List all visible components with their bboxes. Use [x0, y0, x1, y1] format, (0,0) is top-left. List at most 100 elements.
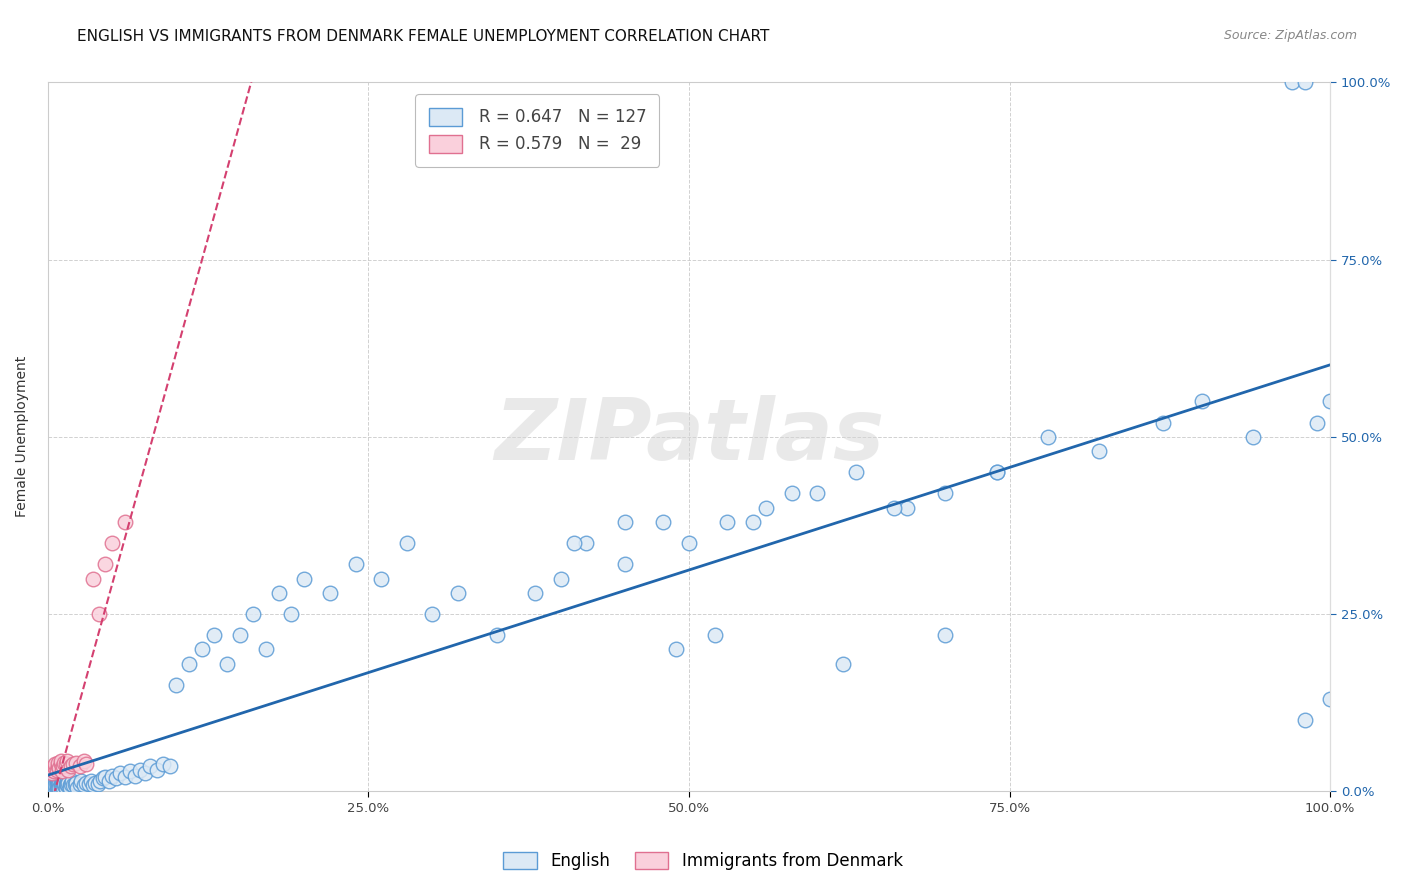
Point — [44, 773, 66, 788]
Point — [94, 770, 117, 784]
Point — [44, 779, 66, 793]
Point — [613, 515, 636, 529]
Point — [447, 585, 470, 599]
Point — [39, 780, 62, 795]
Point — [742, 515, 765, 529]
Point — [114, 770, 136, 784]
Point — [42, 775, 65, 789]
Point — [77, 777, 100, 791]
Point — [44, 762, 66, 776]
Point — [44, 780, 66, 795]
Point — [49, 779, 72, 793]
Point — [159, 759, 181, 773]
Point — [84, 775, 107, 789]
Point — [58, 775, 80, 789]
Point — [1191, 394, 1213, 409]
Point — [139, 759, 162, 773]
Text: Source: ZipAtlas.com: Source: ZipAtlas.com — [1223, 29, 1357, 42]
Point — [52, 759, 75, 773]
Point — [98, 773, 121, 788]
Point — [370, 572, 392, 586]
Point — [986, 465, 1008, 479]
Text: ENGLISH VS IMMIGRANTS FROM DENMARK FEMALE UNEMPLOYMENT CORRELATION CHART: ENGLISH VS IMMIGRANTS FROM DENMARK FEMAL… — [77, 29, 769, 44]
Point — [66, 780, 89, 795]
Point — [55, 777, 77, 791]
Point — [56, 779, 79, 793]
Point — [575, 536, 598, 550]
Point — [703, 628, 725, 642]
Legend: English, Immigrants from Denmark: English, Immigrants from Denmark — [496, 845, 910, 877]
Point — [65, 756, 87, 770]
Point — [41, 780, 63, 795]
Point — [1036, 430, 1059, 444]
Point — [48, 779, 70, 793]
Point — [44, 779, 66, 793]
Point — [51, 764, 73, 779]
Point — [52, 773, 75, 788]
Point — [845, 465, 868, 479]
Point — [46, 759, 69, 773]
Point — [1319, 692, 1341, 706]
Point — [41, 766, 63, 780]
Point — [48, 780, 70, 795]
Point — [678, 536, 700, 550]
Point — [118, 764, 141, 779]
Y-axis label: Female Unemployment: Female Unemployment — [15, 356, 30, 517]
Point — [114, 515, 136, 529]
Point — [49, 755, 72, 769]
Point — [280, 607, 302, 621]
Point — [1294, 713, 1316, 727]
Point — [56, 777, 79, 791]
Point — [934, 628, 956, 642]
Point — [58, 779, 80, 793]
Point — [69, 759, 91, 773]
Point — [101, 768, 124, 782]
Point — [46, 777, 69, 791]
Point — [254, 642, 277, 657]
Point — [45, 780, 67, 795]
Point — [986, 465, 1008, 479]
Point — [62, 779, 84, 793]
Point — [58, 780, 80, 795]
Point — [70, 773, 93, 788]
Point — [49, 757, 72, 772]
Point — [41, 777, 63, 791]
Point — [58, 763, 80, 777]
Point — [51, 779, 73, 793]
Point — [69, 777, 91, 791]
Point — [94, 558, 117, 572]
Point — [190, 642, 212, 657]
Point — [145, 763, 167, 777]
Point — [87, 777, 110, 791]
Point — [319, 585, 342, 599]
Point — [59, 777, 82, 791]
Point — [129, 763, 152, 777]
Point — [1281, 75, 1303, 89]
Point — [395, 536, 418, 550]
Point — [108, 766, 131, 780]
Point — [73, 755, 96, 769]
Point — [292, 572, 315, 586]
Point — [1153, 416, 1175, 430]
Point — [46, 780, 69, 795]
Point — [831, 657, 853, 671]
Point — [344, 558, 367, 572]
Point — [42, 779, 65, 793]
Point — [665, 642, 688, 657]
Legend: R = 0.647   N = 127, R = 0.579   N =  29: R = 0.647 N = 127, R = 0.579 N = 29 — [415, 95, 659, 167]
Point — [49, 777, 72, 791]
Point — [267, 585, 290, 599]
Point — [56, 755, 79, 769]
Point — [883, 500, 905, 515]
Point — [53, 775, 76, 789]
Point — [82, 779, 104, 793]
Point — [229, 628, 252, 642]
Point — [52, 780, 75, 795]
Point — [51, 775, 73, 789]
Point — [48, 762, 70, 776]
Point — [101, 536, 124, 550]
Point — [91, 772, 114, 786]
Point — [45, 777, 67, 791]
Point — [217, 657, 239, 671]
Point — [48, 775, 70, 789]
